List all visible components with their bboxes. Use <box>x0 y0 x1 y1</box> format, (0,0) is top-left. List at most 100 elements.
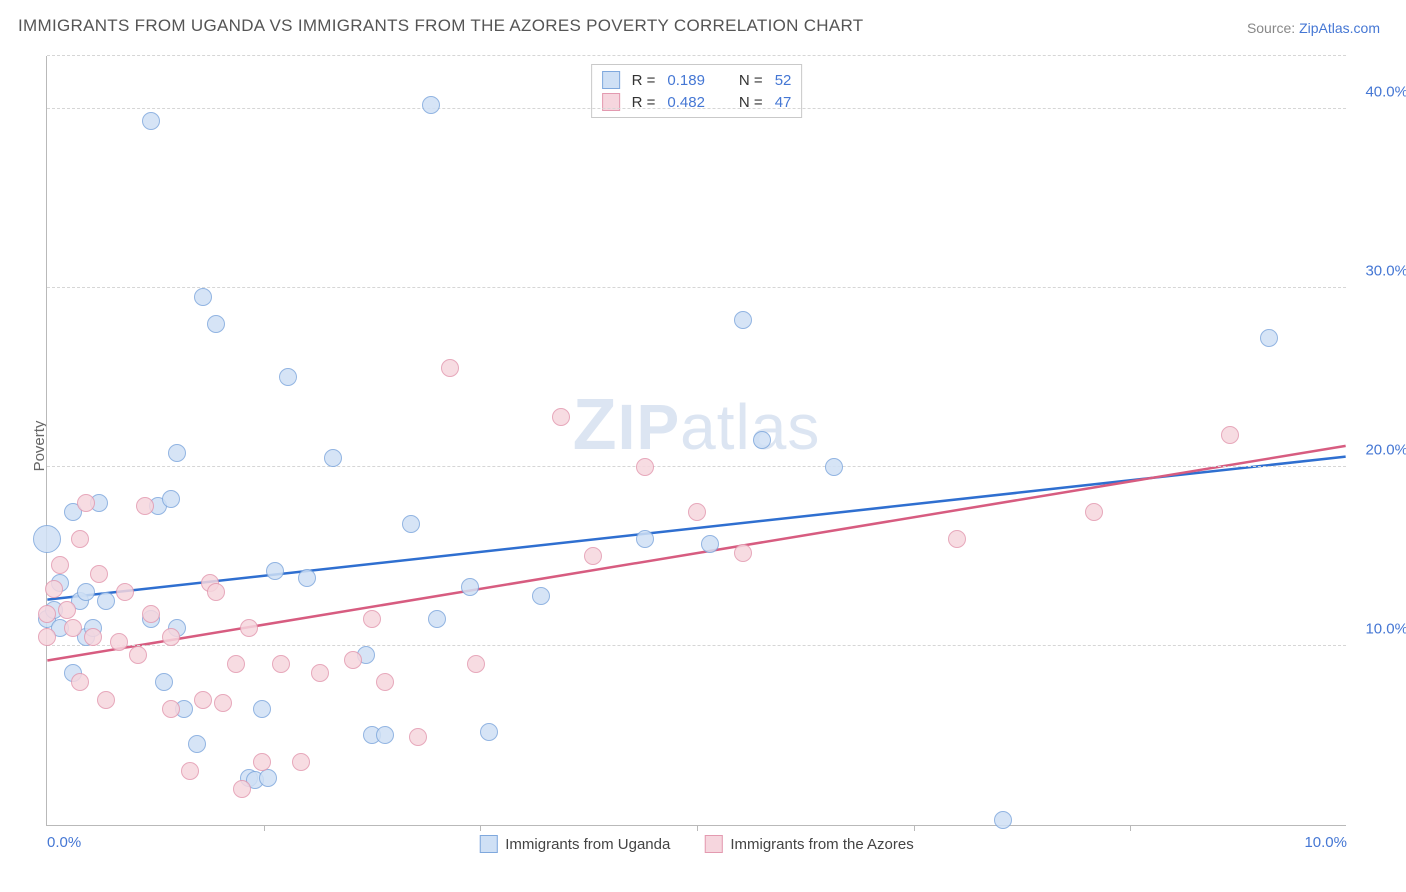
data-point-uganda <box>324 449 342 467</box>
n-value: 52 <box>775 72 792 89</box>
data-point-uganda <box>734 311 752 329</box>
watermark: ZIPatlas <box>573 384 821 466</box>
data-point-azores <box>162 628 180 646</box>
data-point-azores <box>162 700 180 718</box>
r-value: 0.189 <box>667 72 705 89</box>
gridline <box>47 287 1346 288</box>
data-point-uganda <box>461 578 479 596</box>
data-point-uganda <box>194 288 212 306</box>
data-point-azores <box>58 601 76 619</box>
data-point-azores <box>363 610 381 628</box>
legend-swatch <box>602 71 620 89</box>
data-point-azores <box>90 565 108 583</box>
data-point-azores <box>584 547 602 565</box>
trend-lines-layer <box>47 56 1346 825</box>
data-point-azores <box>116 583 134 601</box>
data-point-azores <box>38 628 56 646</box>
data-point-uganda <box>279 368 297 386</box>
data-point-uganda <box>168 444 186 462</box>
data-point-uganda <box>155 673 173 691</box>
data-point-azores <box>948 530 966 548</box>
legend-row-uganda: R = 0.189 N = 52 <box>602 69 792 91</box>
data-point-uganda <box>33 525 61 553</box>
legend-label: Immigrants from Uganda <box>505 836 670 853</box>
data-point-azores <box>142 605 160 623</box>
data-point-azores <box>97 691 115 709</box>
data-point-azores <box>214 694 232 712</box>
data-point-azores <box>51 556 69 574</box>
legend-item-uganda: Immigrants from Uganda <box>479 835 670 853</box>
gridline <box>47 466 1346 467</box>
data-point-azores <box>71 673 89 691</box>
data-point-azores <box>84 628 102 646</box>
data-point-uganda <box>77 583 95 601</box>
data-point-azores <box>194 691 212 709</box>
gridline <box>47 645 1346 646</box>
data-point-uganda <box>298 569 316 587</box>
source-link[interactable]: ZipAtlas.com <box>1299 20 1380 36</box>
trend-line-uganda <box>47 457 1345 600</box>
data-point-azores <box>292 753 310 771</box>
data-point-uganda <box>162 490 180 508</box>
data-point-uganda <box>207 315 225 333</box>
x-tick-label: 0.0% <box>47 834 81 851</box>
correlation-legend-box: R =0.189N =52R =0.482N =47 <box>591 64 803 118</box>
data-point-uganda <box>97 592 115 610</box>
y-tick-label: 10.0% <box>1365 620 1406 637</box>
chart-title: IMMIGRANTS FROM UGANDA VS IMMIGRANTS FRO… <box>18 16 863 36</box>
data-point-azores <box>376 673 394 691</box>
data-point-azores <box>71 530 89 548</box>
r-label: R = <box>632 72 656 89</box>
source-attribution: Source: ZipAtlas.com <box>1247 20 1380 36</box>
x-tick-mark <box>697 825 698 831</box>
data-point-uganda <box>532 587 550 605</box>
data-point-azores <box>344 651 362 669</box>
legend-label: Immigrants from the Azores <box>730 836 913 853</box>
data-point-azores <box>311 664 329 682</box>
data-point-azores <box>129 646 147 664</box>
legend-swatch <box>479 835 497 853</box>
data-point-uganda <box>753 431 771 449</box>
data-point-azores <box>734 544 752 562</box>
data-point-azores <box>688 503 706 521</box>
y-tick-label: 30.0% <box>1365 262 1406 279</box>
data-point-azores <box>272 655 290 673</box>
data-point-azores <box>1221 426 1239 444</box>
data-point-azores <box>636 458 654 476</box>
data-point-azores <box>110 633 128 651</box>
gridline <box>47 55 1346 56</box>
data-point-uganda <box>636 530 654 548</box>
data-point-uganda <box>266 562 284 580</box>
x-tick-mark <box>1130 825 1131 831</box>
data-point-uganda <box>402 515 420 533</box>
n-label: N = <box>739 72 763 89</box>
data-point-uganda <box>376 726 394 744</box>
data-point-uganda <box>142 112 160 130</box>
data-point-uganda <box>188 735 206 753</box>
data-point-uganda <box>259 769 277 787</box>
series-legend: Immigrants from Uganda Immigrants from th… <box>479 835 913 853</box>
data-point-uganda <box>825 458 843 476</box>
data-point-azores <box>38 605 56 623</box>
data-point-uganda <box>428 610 446 628</box>
data-point-azores <box>227 655 245 673</box>
data-point-azores <box>64 619 82 637</box>
data-point-azores <box>233 780 251 798</box>
data-point-azores <box>552 408 570 426</box>
data-point-uganda <box>1260 329 1278 347</box>
data-point-azores <box>136 497 154 515</box>
y-tick-label: 40.0% <box>1365 83 1406 100</box>
data-point-azores <box>1085 503 1103 521</box>
data-point-azores <box>467 655 485 673</box>
y-tick-label: 20.0% <box>1365 441 1406 458</box>
x-tick-label: 10.0% <box>1304 834 1347 851</box>
source-prefix: Source: <box>1247 20 1299 36</box>
legend-item-azores: Immigrants from the Azores <box>704 835 913 853</box>
x-tick-mark <box>914 825 915 831</box>
data-point-uganda <box>253 700 271 718</box>
data-point-azores <box>441 359 459 377</box>
data-point-uganda <box>994 811 1012 829</box>
data-point-azores <box>409 728 427 746</box>
data-point-azores <box>45 580 63 598</box>
data-point-azores <box>240 619 258 637</box>
